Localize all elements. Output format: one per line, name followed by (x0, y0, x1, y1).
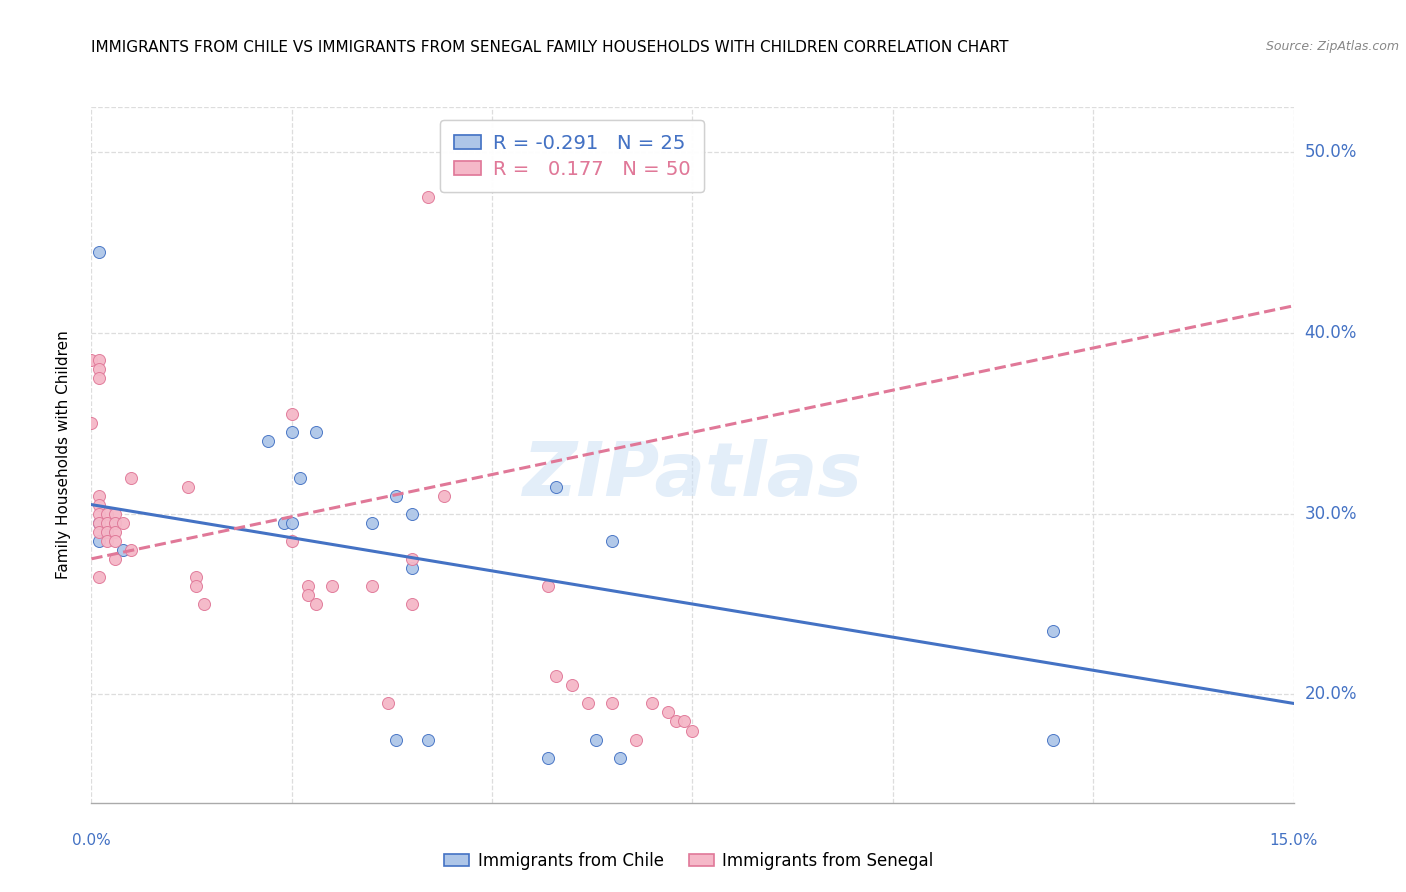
Text: 30.0%: 30.0% (1305, 505, 1357, 523)
Point (89, 524, 111, 539)
Point (281, 407, 304, 421)
Legend: Immigrants from Chile, Immigrants from Senegal: Immigrants from Chile, Immigrants from S… (437, 846, 941, 877)
Point (89, 516, 111, 530)
Text: 50.0%: 50.0% (1305, 144, 1357, 161)
Point (112, 542, 135, 557)
Point (89, 489, 111, 503)
Point (641, 697, 664, 711)
Point (546, 669, 568, 683)
Point (281, 533, 304, 548)
Text: 15.0%: 15.0% (1270, 833, 1317, 848)
Point (416, 732, 439, 747)
Point (626, 732, 648, 747)
Text: Source: ZipAtlas.com: Source: ZipAtlas.com (1265, 40, 1399, 54)
Point (416, 190, 439, 204)
Point (297, 588, 319, 602)
Point (401, 597, 423, 611)
Point (104, 533, 127, 548)
Point (433, 489, 456, 503)
Point (80, 417, 103, 431)
Point (281, 425, 304, 440)
Text: IMMIGRANTS FROM CHILE VS IMMIGRANTS FROM SENEGAL FAMILY HOUSEHOLDS WITH CHILDREN: IMMIGRANTS FROM CHILE VS IMMIGRANTS FROM… (91, 40, 1010, 55)
Point (665, 714, 688, 729)
Point (89, 516, 111, 530)
Point (89, 498, 111, 512)
Point (360, 579, 382, 593)
Point (184, 579, 207, 593)
Point (585, 732, 607, 747)
Point (176, 479, 198, 493)
Point (96, 524, 118, 539)
Point (104, 524, 127, 539)
Point (288, 470, 311, 484)
Point (546, 479, 568, 493)
Point (385, 732, 408, 747)
Point (305, 425, 328, 440)
Point (89, 371, 111, 385)
Point (89, 533, 111, 548)
Point (184, 570, 207, 584)
Point (401, 561, 423, 575)
Point (193, 597, 215, 611)
Point (273, 516, 295, 530)
Point (297, 579, 319, 593)
Point (104, 516, 127, 530)
Point (401, 507, 423, 521)
Y-axis label: Family Households with Children: Family Households with Children (56, 331, 70, 579)
Point (360, 516, 382, 530)
Text: 40.0%: 40.0% (1305, 324, 1357, 342)
Text: ZIPatlas: ZIPatlas (523, 439, 862, 512)
Point (96, 507, 118, 521)
Point (89, 244, 111, 259)
Point (681, 723, 703, 738)
Point (576, 697, 599, 711)
Point (96, 533, 118, 548)
Point (281, 516, 304, 530)
Point (121, 542, 143, 557)
Point (89, 507, 111, 521)
Point (89, 570, 111, 584)
Text: 0.0%: 0.0% (72, 833, 111, 848)
Point (401, 551, 423, 566)
Point (602, 533, 624, 548)
Point (537, 750, 560, 764)
Point (673, 714, 696, 729)
Legend: R = -0.291   N = 25, R =   0.177   N = 50: R = -0.291 N = 25, R = 0.177 N = 50 (440, 120, 704, 193)
Point (602, 697, 624, 711)
Point (385, 489, 408, 503)
Point (657, 706, 679, 720)
Point (80, 353, 103, 368)
Point (256, 434, 278, 449)
Point (1042, 624, 1064, 639)
Point (321, 579, 343, 593)
Point (537, 579, 560, 593)
Point (377, 697, 399, 711)
Point (104, 551, 127, 566)
Point (104, 507, 127, 521)
Point (561, 678, 583, 692)
Point (305, 597, 328, 611)
Point (104, 516, 127, 530)
Point (1042, 732, 1064, 747)
Point (96, 524, 118, 539)
Point (609, 750, 631, 764)
Point (96, 516, 118, 530)
Point (121, 470, 143, 484)
Text: 20.0%: 20.0% (1305, 685, 1357, 704)
Point (112, 516, 135, 530)
Point (89, 362, 111, 376)
Point (89, 353, 111, 368)
